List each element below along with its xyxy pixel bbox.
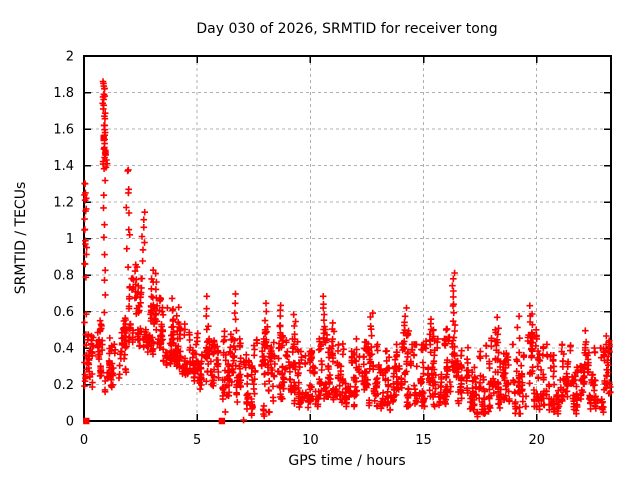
tick-label: 1.8	[53, 86, 74, 101]
tick-label: 1.2	[53, 196, 74, 211]
grid-lines	[84, 56, 611, 421]
tick-label: 20	[528, 433, 545, 448]
tick-label: 10	[302, 433, 319, 448]
tick-label: 0.8	[53, 269, 74, 284]
tick-label: 0	[66, 415, 74, 430]
tick-label: 0.2	[53, 378, 74, 393]
x-axis-label: GPS time / hours	[288, 453, 406, 469]
tick-label: 0.4	[53, 342, 74, 357]
tick-label: 1.6	[53, 123, 74, 138]
tick-labels: 0 5 10 15 20 0 0.2 0.4 0.6 0.8 1 1.2 1.4 1.6 1.8 2	[53, 50, 545, 449]
data-points	[81, 78, 614, 425]
tick-label: 1	[66, 232, 74, 247]
chart-title: Day 030 of 2026, SRMTID for receiver ton…	[196, 21, 498, 37]
tick-label: 15	[415, 433, 432, 448]
tick-label: 0.6	[53, 305, 74, 320]
tick-label: 5	[193, 433, 201, 448]
plot-border	[83, 55, 612, 422]
tick-label: 2	[66, 50, 74, 65]
tick-label: 1.4	[53, 159, 74, 174]
y-axis-label: SRMTID / TECUs	[13, 181, 29, 295]
tick-label: 0	[80, 433, 88, 448]
